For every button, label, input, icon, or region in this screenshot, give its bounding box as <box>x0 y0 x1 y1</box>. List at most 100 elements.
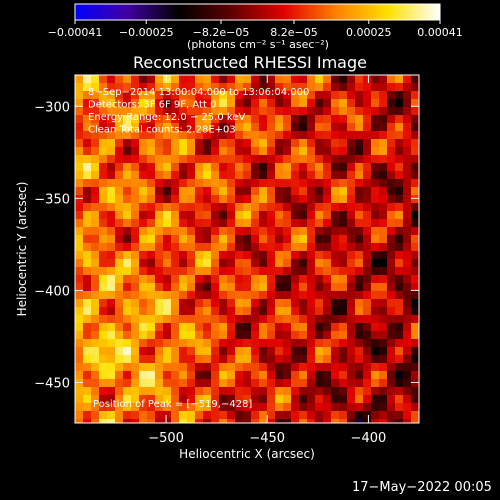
heatmap-cell <box>211 115 219 123</box>
heatmap-cell <box>243 331 251 339</box>
heatmap-cell <box>363 75 371 83</box>
heatmap-cell <box>339 411 347 419</box>
heatmap-cell <box>371 83 379 91</box>
heatmap-cell <box>147 147 155 155</box>
heatmap-cell <box>331 99 339 107</box>
heatmap-cell <box>131 187 139 195</box>
heatmap-cell <box>123 275 131 283</box>
heatmap-cell <box>323 243 331 251</box>
heatmap-cell <box>163 299 171 307</box>
heatmap-cell <box>123 131 131 139</box>
heatmap-cell <box>195 259 203 267</box>
heatmap-cell <box>243 259 251 267</box>
heatmap-cell <box>235 259 243 267</box>
heatmap-cell <box>411 259 419 267</box>
heatmap-cell <box>243 267 251 275</box>
heatmap-cell <box>195 155 203 163</box>
heatmap-cell <box>75 315 83 323</box>
heatmap-cell <box>275 251 283 259</box>
heatmap-cell <box>379 379 387 387</box>
heatmap-cell <box>91 299 99 307</box>
heatmap-cell <box>139 211 147 219</box>
heatmap-cell <box>275 179 283 187</box>
heatmap-cell <box>403 115 411 123</box>
heatmap-cell <box>123 171 131 179</box>
heatmap-cell <box>299 211 307 219</box>
heatmap-cell <box>267 91 275 99</box>
heatmap-cell <box>267 163 275 171</box>
heatmap-cell <box>331 163 339 171</box>
heatmap-cell <box>147 115 155 123</box>
heatmap-cell <box>91 387 99 395</box>
heatmap-cell <box>411 331 419 339</box>
heatmap-cell <box>211 171 219 179</box>
heatmap-cell <box>363 251 371 259</box>
heatmap-cell <box>195 379 203 387</box>
heatmap-cell <box>131 323 139 331</box>
heatmap-cell <box>403 347 411 355</box>
heatmap-cell <box>363 235 371 243</box>
heatmap-cell <box>163 179 171 187</box>
heatmap-cell <box>355 115 363 123</box>
heatmap-cell <box>323 123 331 131</box>
heatmap-cell <box>299 339 307 347</box>
heatmap-cell <box>115 179 123 187</box>
heatmap-cell <box>83 403 91 411</box>
heatmap-cell <box>243 211 251 219</box>
x-tick-label: −400 <box>351 431 387 446</box>
heatmap-cell <box>235 203 243 211</box>
heatmap-cell <box>371 75 379 83</box>
heatmap-cell <box>379 331 387 339</box>
heatmap-cell <box>363 91 371 99</box>
heatmap-cell <box>307 371 315 379</box>
heatmap-cell <box>91 411 99 419</box>
heatmap-cell <box>163 411 171 419</box>
heatmap-cell <box>323 323 331 331</box>
heatmap-cell <box>203 123 211 131</box>
heatmap-cell <box>267 267 275 275</box>
heatmap-cell <box>275 75 283 83</box>
heatmap-cell <box>307 331 315 339</box>
heatmap-cell <box>75 299 83 307</box>
heatmap-cell <box>131 131 139 139</box>
heatmap-cell <box>251 123 259 131</box>
heatmap-cell <box>107 267 115 275</box>
heatmap-cell <box>123 107 131 115</box>
heatmap-cell <box>171 147 179 155</box>
heatmap-cell <box>219 235 227 243</box>
heatmap-cell <box>99 147 107 155</box>
heatmap-cell <box>403 91 411 99</box>
heatmap-cell <box>147 387 155 395</box>
heatmap-cell <box>371 275 379 283</box>
heatmap-cell <box>283 299 291 307</box>
heatmap-cell <box>203 315 211 323</box>
heatmap-cell <box>379 107 387 115</box>
heatmap-cell <box>363 403 371 411</box>
heatmap-cell <box>363 347 371 355</box>
heatmap-cell <box>179 123 187 131</box>
heatmap-cell <box>331 243 339 251</box>
heatmap-cell <box>227 323 235 331</box>
heatmap-cell <box>347 187 355 195</box>
heatmap-cell <box>131 107 139 115</box>
heatmap-cell <box>251 251 259 259</box>
heatmap-cell <box>91 403 99 411</box>
heatmap-cell <box>275 291 283 299</box>
heatmap-cell <box>347 235 355 243</box>
heatmap-cell <box>147 275 155 283</box>
heatmap-cell <box>203 179 211 187</box>
heatmap-cell <box>243 115 251 123</box>
heatmap-cell <box>123 331 131 339</box>
heatmap-cell <box>411 83 419 91</box>
x-axis-label: Heliocentric X (arcsec) <box>179 447 315 461</box>
heatmap-cell <box>411 371 419 379</box>
heatmap-cell <box>227 115 235 123</box>
heatmap-cell <box>75 115 83 123</box>
heatmap-cell <box>403 179 411 187</box>
heatmap-cell <box>259 275 267 283</box>
heatmap-cell <box>155 147 163 155</box>
heatmap-cell <box>363 315 371 323</box>
heatmap-cell <box>315 371 323 379</box>
heatmap-cell <box>243 387 251 395</box>
heatmap-cell <box>107 355 115 363</box>
